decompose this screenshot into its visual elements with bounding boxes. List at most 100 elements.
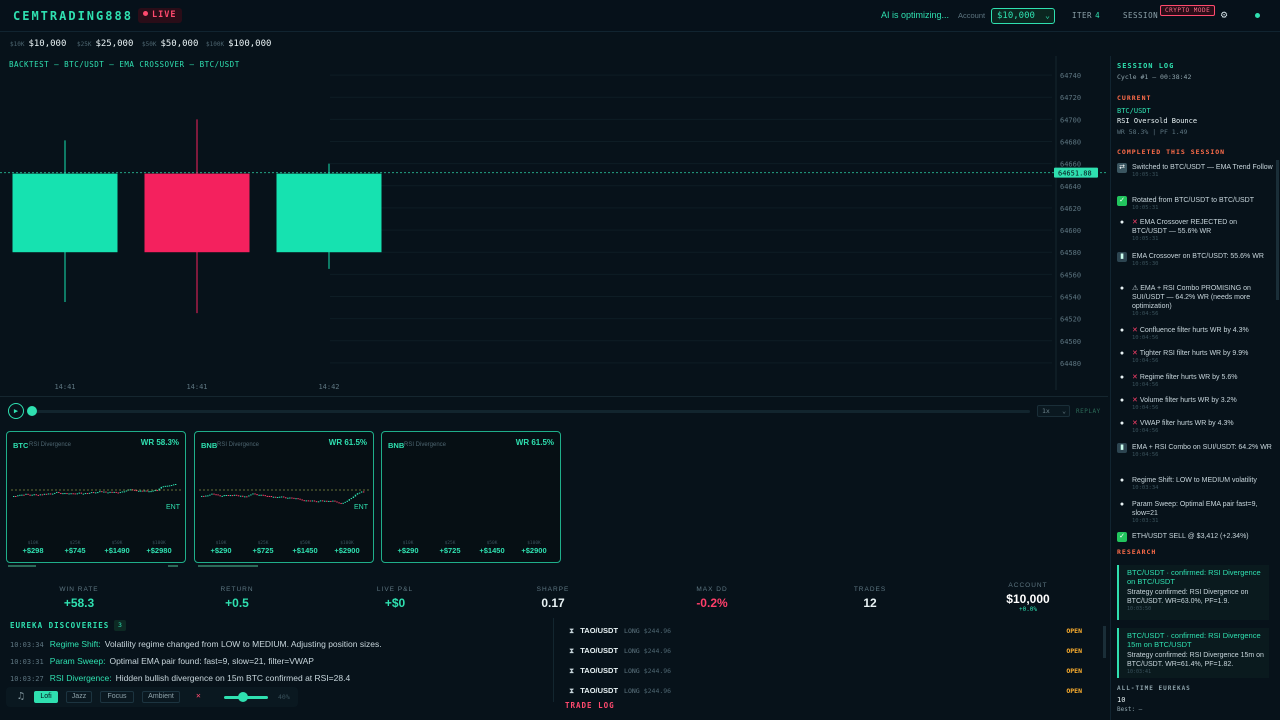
stat-label: ACCOUNT [1008, 582, 1048, 589]
trade-row[interactable]: ⧗ TAO/USDT LONG $244.96 OPEN [569, 685, 1099, 697]
trade-row[interactable]: ⧗ TAO/USDT LONG $244.96 OPEN [569, 625, 1099, 637]
log-time: 10:05:31 [1132, 205, 1159, 211]
replay-scrubber[interactable] [32, 410, 1030, 413]
sparkline-bar [244, 496, 246, 498]
bar-chart-icon: ▮ [1117, 252, 1127, 262]
sparkline-bar [45, 493, 48, 495]
session-log-entry: ● ✕ Regime filter hurts WR by 5.6% 10:04:5… [1117, 373, 1273, 389]
trade-row[interactable]: ⧗ TAO/USDT LONG $244.96 OPEN [569, 665, 1099, 677]
sparkline-bar [317, 501, 320, 503]
sparkline-bar [348, 499, 350, 501]
tier: $50K +$1450 [285, 541, 325, 556]
sparkline-bar [166, 485, 169, 487]
tier: $10K +$290 [201, 541, 241, 556]
strategy-card[interactable]: BNB RSI Divergence WR 61.5% ENT $10K +$29… [194, 431, 374, 563]
eureka-time: 10:03:27 [10, 675, 44, 683]
check-icon: ✓ [1117, 532, 1127, 542]
sparkline-bar [99, 491, 101, 493]
x-tick-label: 14:42 [318, 383, 339, 391]
stat-label: RETURN [220, 586, 254, 593]
sparkline-bar [15, 495, 17, 497]
log-text: ✕ VWAP filter hurts WR by 4.3% [1132, 419, 1273, 428]
preset-small: $25K [77, 41, 92, 48]
trade-log-tab[interactable]: TRADE LOG [565, 701, 615, 710]
sparkline-bar [311, 500, 314, 502]
preset-10k[interactable]: $10K $10,000 [10, 39, 66, 49]
y-tick-label: 64740 [1060, 72, 1081, 80]
play-button[interactable]: ▶ [8, 403, 24, 419]
tier-value: +$1450 [479, 546, 505, 555]
y-tick-label: 64660 [1060, 161, 1081, 169]
y-tick-label: 64640 [1060, 183, 1081, 191]
volume-percent: 40% [278, 693, 290, 701]
candle-body [12, 173, 118, 253]
replay-label[interactable]: REPLAY [1076, 408, 1101, 415]
reject-x-icon: ✕ [1132, 397, 1140, 404]
music-mode-ambient[interactable]: Ambient [142, 691, 180, 703]
y-tick-label: 64560 [1060, 271, 1081, 279]
sparkline-bar [283, 496, 285, 498]
sparkline-bar [60, 492, 62, 494]
tier-label: $50K [299, 541, 311, 546]
volume-slider-handle[interactable] [238, 692, 248, 702]
hourglass-icon: ⧗ [569, 686, 575, 695]
music-mode-jazz[interactable]: Jazz [66, 691, 92, 703]
preset-small: $10K [10, 41, 25, 48]
tier: $50K +$1490 [97, 541, 137, 556]
log-time: 10:04:56 [1132, 311, 1159, 317]
preset-100k[interactable]: $100K $100,000 [206, 39, 271, 49]
chart-divider [0, 396, 1108, 397]
trade-row[interactable]: ⧗ TAO/USDT LONG $244.96 OPEN [569, 645, 1099, 657]
stats-bar: WIN RATE +58.3 RETURN +0.5 LIVE P&L +$0 SHA… [0, 582, 1108, 613]
entry-marker: ENT [166, 504, 180, 511]
session-log-entry: ● ✕ Confluence filter hurts WR by 4.3% 10:… [1117, 326, 1273, 342]
sparkline-bar [84, 493, 87, 495]
account-select[interactable]: $10,000 ⌄ [991, 8, 1055, 24]
sparkline-bar [336, 501, 338, 503]
mute-icon[interactable]: ✕ [196, 691, 201, 700]
research-label: RESEARCH [1117, 548, 1157, 556]
sparkline-bar [297, 498, 299, 500]
trade-side: LONG [624, 627, 640, 635]
preset-50k[interactable]: $50K $50,000 [142, 39, 198, 49]
sparkline-bar [35, 494, 37, 496]
eureka-key: Regime Shift: [49, 639, 101, 649]
robot-icon[interactable]: ⚙ [1220, 8, 1228, 21]
music-note-icon: ♫ [18, 691, 25, 702]
strategy-card[interactable]: BNB RSI Divergence WR 61.5% $10K +$290 $2… [381, 431, 561, 563]
card-strategy: RSI Divergence [29, 442, 72, 448]
y-tick-label: 64500 [1060, 338, 1081, 346]
sparkline-bar [146, 490, 148, 492]
sparkline-bar [276, 497, 279, 499]
tier-value: +$745 [64, 546, 86, 555]
sparkline-bar [207, 495, 209, 497]
strategy-card[interactable]: BTC RSI Divergence WR 58.3% ENT $10K +$29… [6, 431, 186, 563]
card-strategy: RSI Divergence [404, 442, 447, 448]
crypto-mode-badge[interactable]: CRYPTO MODE [1160, 5, 1216, 16]
music-mode-focus[interactable]: Focus [100, 691, 134, 703]
speed-select[interactable]: 1x ⌄ [1037, 405, 1070, 417]
log-time: 10:04:56 [1132, 452, 1159, 458]
card-symbol: BNB [388, 441, 405, 450]
tier: $25K +$725 [243, 541, 283, 556]
eureka-key: RSI Divergence: [49, 673, 112, 683]
sparkline-bar [352, 496, 355, 499]
sparkline-bar [313, 500, 316, 502]
research-item[interactable]: BTC/USDT · confirmed: RSI Divergence on … [1117, 565, 1269, 620]
sparkline-bar [262, 494, 264, 496]
sparkline-bar [324, 500, 326, 502]
trade-log-scrollbar[interactable] [1103, 626, 1106, 658]
eureka-title: EUREKA DISCOVERIES [10, 621, 110, 630]
log-time: 10:05:30 [1132, 261, 1159, 267]
research-item[interactable]: BTC/USDT · confirmed: RSI Divergence 15m… [1117, 628, 1269, 678]
log-message: Confluence filter hurts WR by 4.3% [1139, 327, 1249, 334]
price-chart[interactable]: 64740 64720 64700 64680 64660 64640 64620 64600… [0, 56, 1108, 396]
music-mode-lofi[interactable]: Lofi [34, 691, 58, 703]
eureka-time: 10:03:34 [10, 641, 44, 649]
sparkline-bar [258, 494, 260, 496]
y-tick-label: 64620 [1060, 205, 1081, 213]
session-log-scrollbar[interactable] [1276, 160, 1279, 300]
replay-scrubber-handle[interactable] [27, 406, 37, 416]
preset-25k[interactable]: $25K $25,000 [77, 39, 133, 49]
sparkline-bar [43, 493, 46, 495]
